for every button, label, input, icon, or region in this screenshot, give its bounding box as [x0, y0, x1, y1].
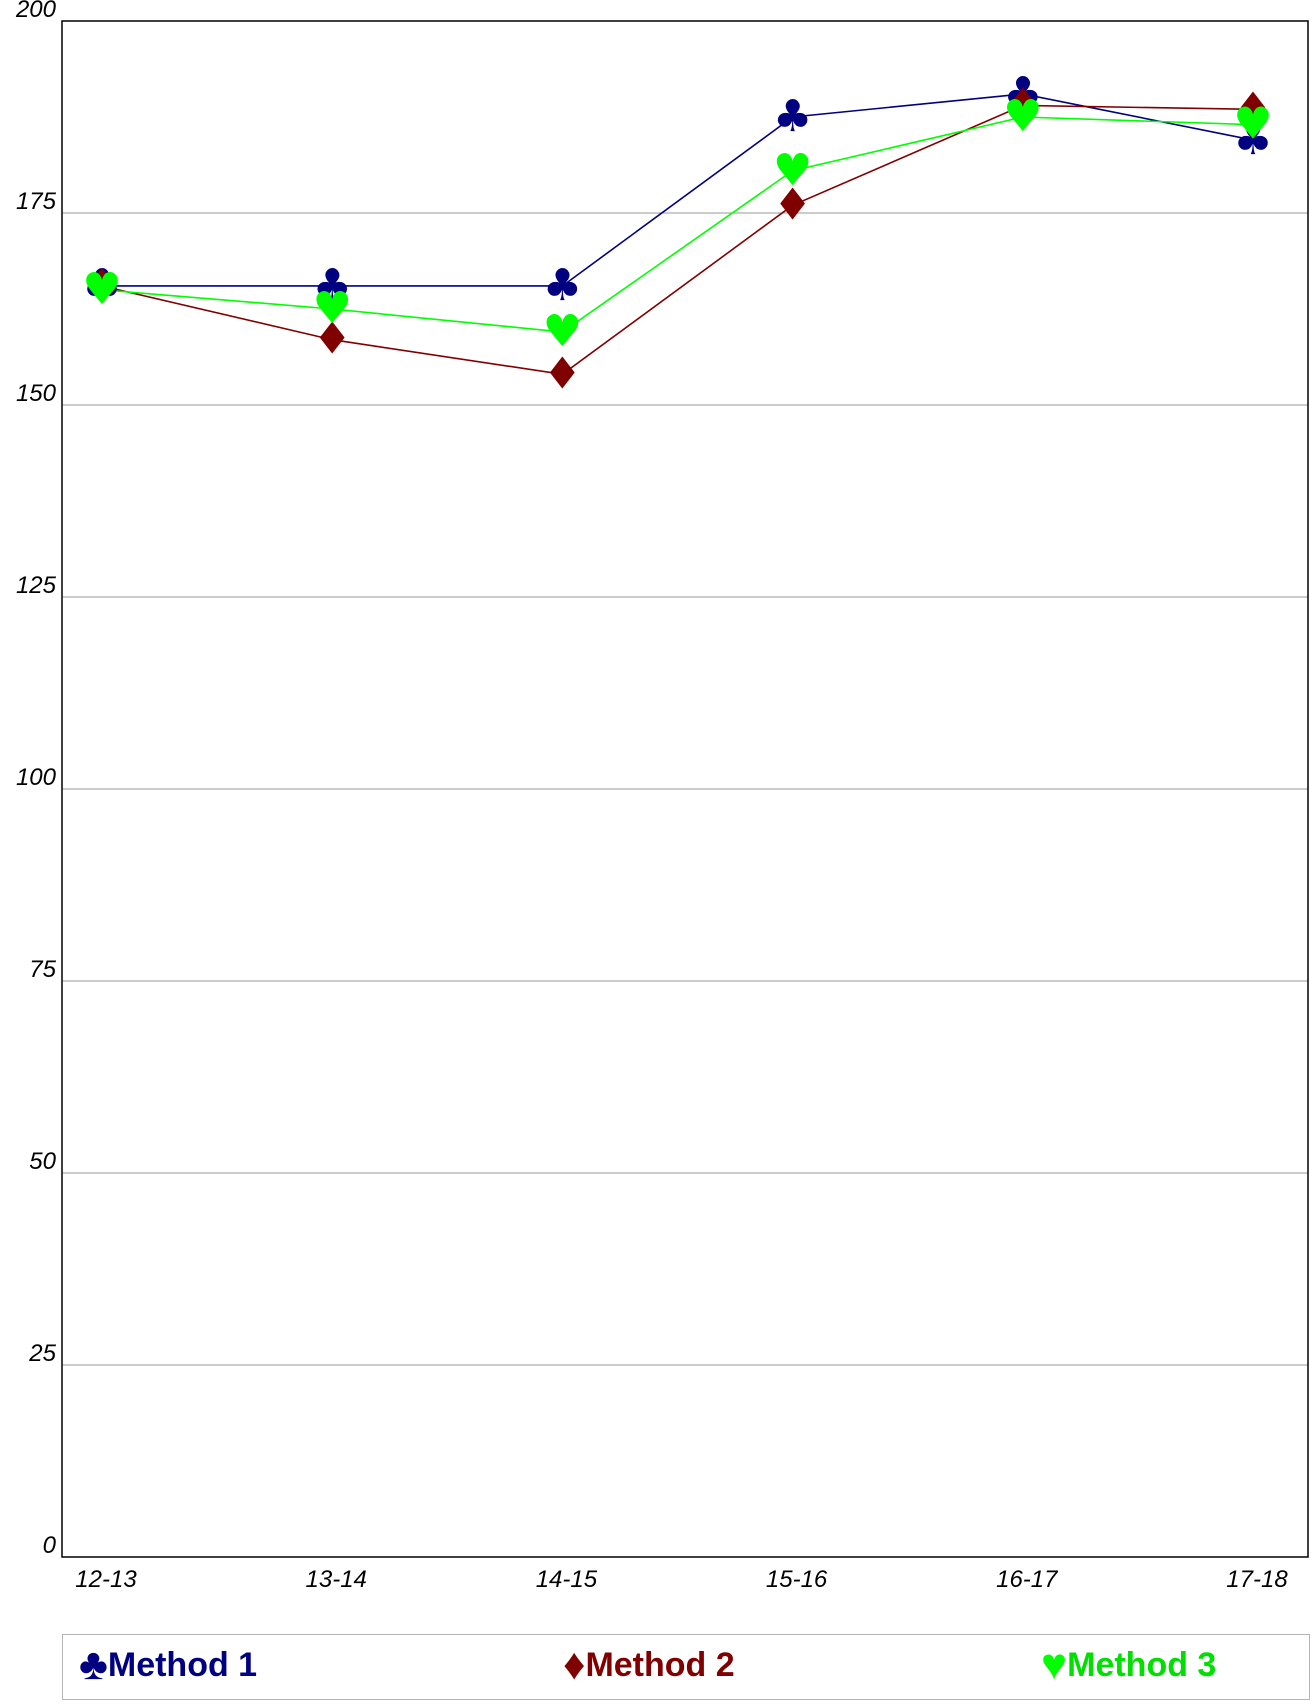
legend-item-method-3: ♥ Method 3	[1041, 1640, 1217, 1689]
y-tick-label: 100	[16, 764, 57, 791]
plot-area	[61, 20, 1309, 1558]
club-icon: ♣	[79, 1640, 108, 1689]
diamond-marker-icon: ♦	[82, 260, 121, 311]
legend-item-method-1: ♣ Method 1	[79, 1640, 258, 1689]
x-tick-label: 13-14	[306, 1566, 367, 1593]
x-tick-label: 14-15	[536, 1566, 598, 1593]
club-marker-icon: ♣	[82, 260, 121, 311]
heart-marker-icon: ♥	[1233, 99, 1272, 150]
y-tick-label: 75	[29, 956, 56, 983]
heart-marker-icon: ♥	[82, 264, 121, 315]
heart-marker-icon: ♥	[312, 283, 351, 334]
legend: ♣ Method 1 ♦ Method 2 ♥ Method 3	[62, 1634, 1310, 1700]
x-tick-label: 16-17	[996, 1566, 1059, 1593]
heart-marker-icon: ♥	[1003, 91, 1042, 142]
club-marker-icon: ♣	[543, 260, 582, 311]
x-tick-label: 17-18	[1226, 1566, 1288, 1593]
diamond-marker-icon: ♦	[312, 314, 351, 365]
diamond-marker-icon: ♦	[773, 179, 812, 230]
diamond-marker-icon: ♦	[543, 348, 582, 399]
series-markers: ♣ ♣ ♣♣ ♣♣♦♦♦♦♦ ♦♥ ♥ ♥♥♥ ♥	[82, 68, 1272, 399]
x-tick-label: 12-13	[75, 1566, 137, 1593]
club-marker-icon: ♣	[1233, 114, 1272, 165]
club-marker-icon: ♣	[773, 91, 812, 142]
club-marker-icon: ♣	[312, 260, 351, 311]
y-tick-label: 50	[29, 1148, 56, 1175]
heart-icon: ♥	[1041, 1640, 1068, 1689]
diamond-marker-icon: ♦	[1233, 83, 1272, 134]
series-line-1	[102, 93, 1254, 287]
heart-marker-icon: ♥	[773, 145, 812, 196]
y-axis: 0 25 50 75 100 125 150 175 200	[15, 0, 57, 1559]
line-chart: 0 25 50 75 100 125 150 175 200 12-13 13-14 14-15 15…	[15, 0, 1309, 1593]
legend-label: Method 2	[585, 1645, 735, 1684]
y-tick-label: 200	[15, 0, 57, 23]
y-tick-label: 150	[16, 380, 57, 407]
series-line-3	[101, 116, 1254, 333]
y-tick-label: 25	[28, 1340, 56, 1367]
y-tick-label: 175	[16, 188, 57, 215]
heart-marker-icon: ♥	[543, 306, 582, 357]
series-line-2	[101, 104, 1254, 376]
legend-label: Method 3	[1067, 1645, 1217, 1684]
y-tick-label: 125	[16, 572, 57, 599]
legend-label: Method 1	[107, 1645, 258, 1684]
x-tick-label: 15-16	[766, 1566, 828, 1593]
club-marker-icon: ♣	[1003, 68, 1042, 119]
y-tick-label: 0	[43, 1532, 57, 1559]
legend-item-method-2: ♦ Method 2	[563, 1640, 735, 1689]
diamond-marker-icon: ♦	[1003, 79, 1042, 130]
series-lines	[101, 93, 1254, 376]
x-axis: 12-13 13-14 14-15 15-16 16-17 17-18	[75, 1566, 1288, 1593]
grid-lines	[62, 212, 1308, 1366]
diamond-icon: ♦	[563, 1640, 586, 1689]
